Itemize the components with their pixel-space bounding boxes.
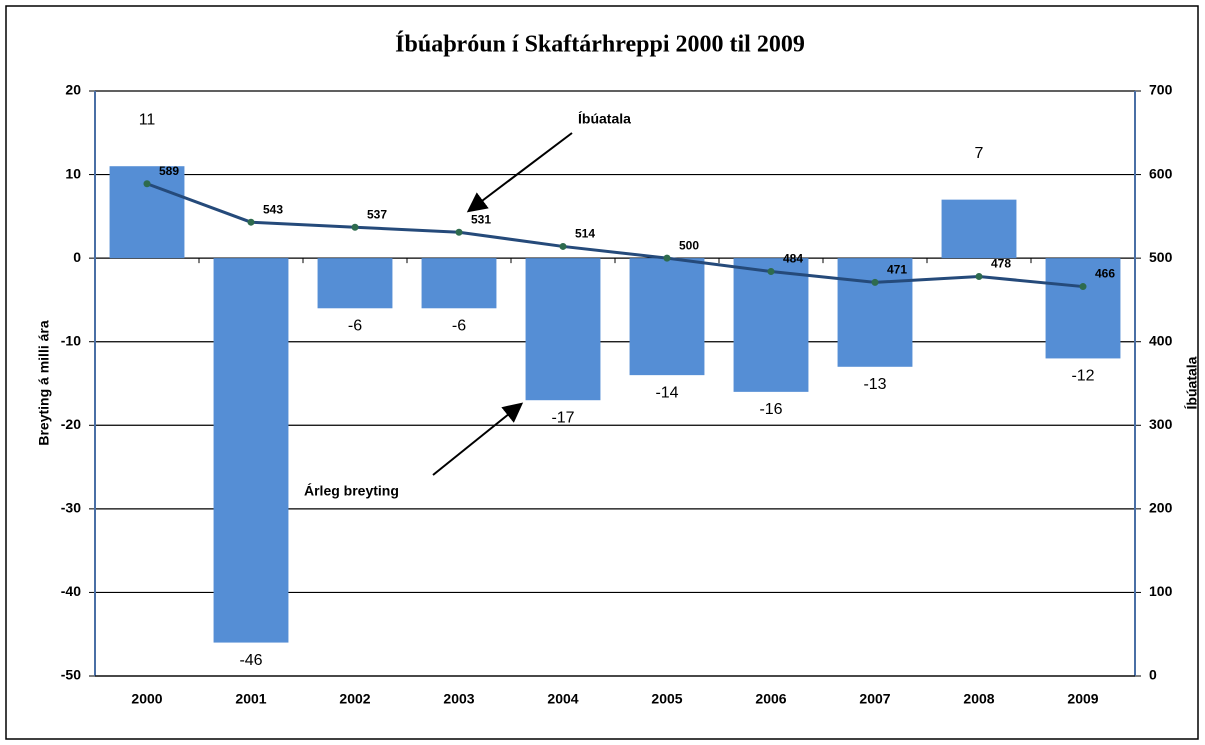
- line: [146, 182, 1084, 289]
- bar: [317, 258, 393, 309]
- line-marker: [767, 268, 775, 276]
- line-marker: [1079, 283, 1087, 291]
- chart-title: Íbúaþróun í Skaftárhreppi 2000 til 2009: [395, 32, 805, 58]
- line-marker: [247, 218, 255, 226]
- y2-tick-label: 0: [1149, 667, 1157, 683]
- y-tick-label: -50: [61, 667, 81, 683]
- data-label: -6: [348, 318, 362, 335]
- bar: [629, 258, 705, 376]
- bar: [733, 258, 809, 392]
- y2-tick-label: 600: [1149, 165, 1173, 181]
- y2-axis-label: Íbúatala: [1184, 356, 1200, 409]
- data-label: -6: [452, 318, 466, 335]
- bar: [941, 199, 1017, 259]
- bar: [525, 258, 601, 401]
- bar: [109, 166, 185, 259]
- data-label: 514: [575, 227, 595, 241]
- data-label: 466: [1095, 267, 1115, 281]
- line-marker: [975, 273, 983, 281]
- annotation-arrow: [432, 402, 524, 476]
- data-label: 478: [991, 257, 1011, 271]
- data-label: 471: [887, 263, 907, 277]
- data-label: -17: [551, 409, 574, 426]
- data-label: 589: [159, 164, 179, 178]
- y2-tick-label: 100: [1149, 583, 1173, 599]
- x-tick-label: 2006: [755, 691, 786, 707]
- x-tick-label: 2004: [547, 691, 578, 707]
- line-marker: [351, 223, 359, 231]
- data-label: 7: [975, 145, 984, 162]
- bar: [1045, 258, 1121, 359]
- data-label: 543: [263, 202, 283, 216]
- y-tick-label: 10: [65, 165, 81, 181]
- y-tick-label: -20: [61, 416, 81, 432]
- data-label: -12: [1071, 368, 1094, 385]
- bar: [421, 258, 497, 309]
- data-label: 531: [471, 212, 491, 226]
- y2-tick-label: 500: [1149, 249, 1173, 265]
- data-label: 500: [679, 238, 699, 252]
- y-axis-label: Breyting á milli ára: [36, 320, 52, 445]
- data-label: -13: [863, 376, 886, 393]
- bar: [213, 258, 289, 643]
- x-tick-label: 2003: [443, 691, 474, 707]
- annotation-arrow: [466, 132, 573, 213]
- y2-tick-label: 300: [1149, 416, 1173, 432]
- x-tick-label: 2009: [1067, 691, 1098, 707]
- y2-tick-label: 400: [1149, 332, 1173, 348]
- y-tick-label: 0: [73, 249, 81, 265]
- data-label: 11: [139, 111, 156, 128]
- y-tick-label: 20: [65, 82, 81, 98]
- x-tick-label: 2000: [131, 691, 162, 707]
- bar: [837, 258, 913, 367]
- line-marker: [143, 180, 151, 188]
- x-tick-label: 2001: [235, 691, 266, 707]
- data-label: -14: [655, 384, 678, 401]
- frame: [5, 5, 1199, 740]
- annotation: Árleg breyting: [304, 483, 399, 499]
- line-marker: [871, 278, 879, 286]
- line-marker: [559, 242, 567, 250]
- annotation: Íbúatala: [578, 111, 631, 127]
- data-label: 484: [783, 252, 803, 266]
- data-label: -16: [759, 401, 782, 418]
- y2-tick-label: 200: [1149, 500, 1173, 516]
- x-tick-label: 2002: [339, 691, 370, 707]
- x-tick-label: 2007: [859, 691, 890, 707]
- x-tick-label: 2005: [651, 691, 682, 707]
- y-tick-label: -10: [61, 332, 81, 348]
- line-marker: [663, 254, 671, 262]
- y2-tick-label: 700: [1149, 82, 1173, 98]
- y-tick-label: -30: [61, 500, 81, 516]
- y-tick-label: -40: [61, 583, 81, 599]
- x-tick-label: 2008: [963, 691, 994, 707]
- line-marker: [455, 228, 463, 236]
- data-label: 537: [367, 207, 387, 221]
- data-label: -46: [239, 652, 262, 669]
